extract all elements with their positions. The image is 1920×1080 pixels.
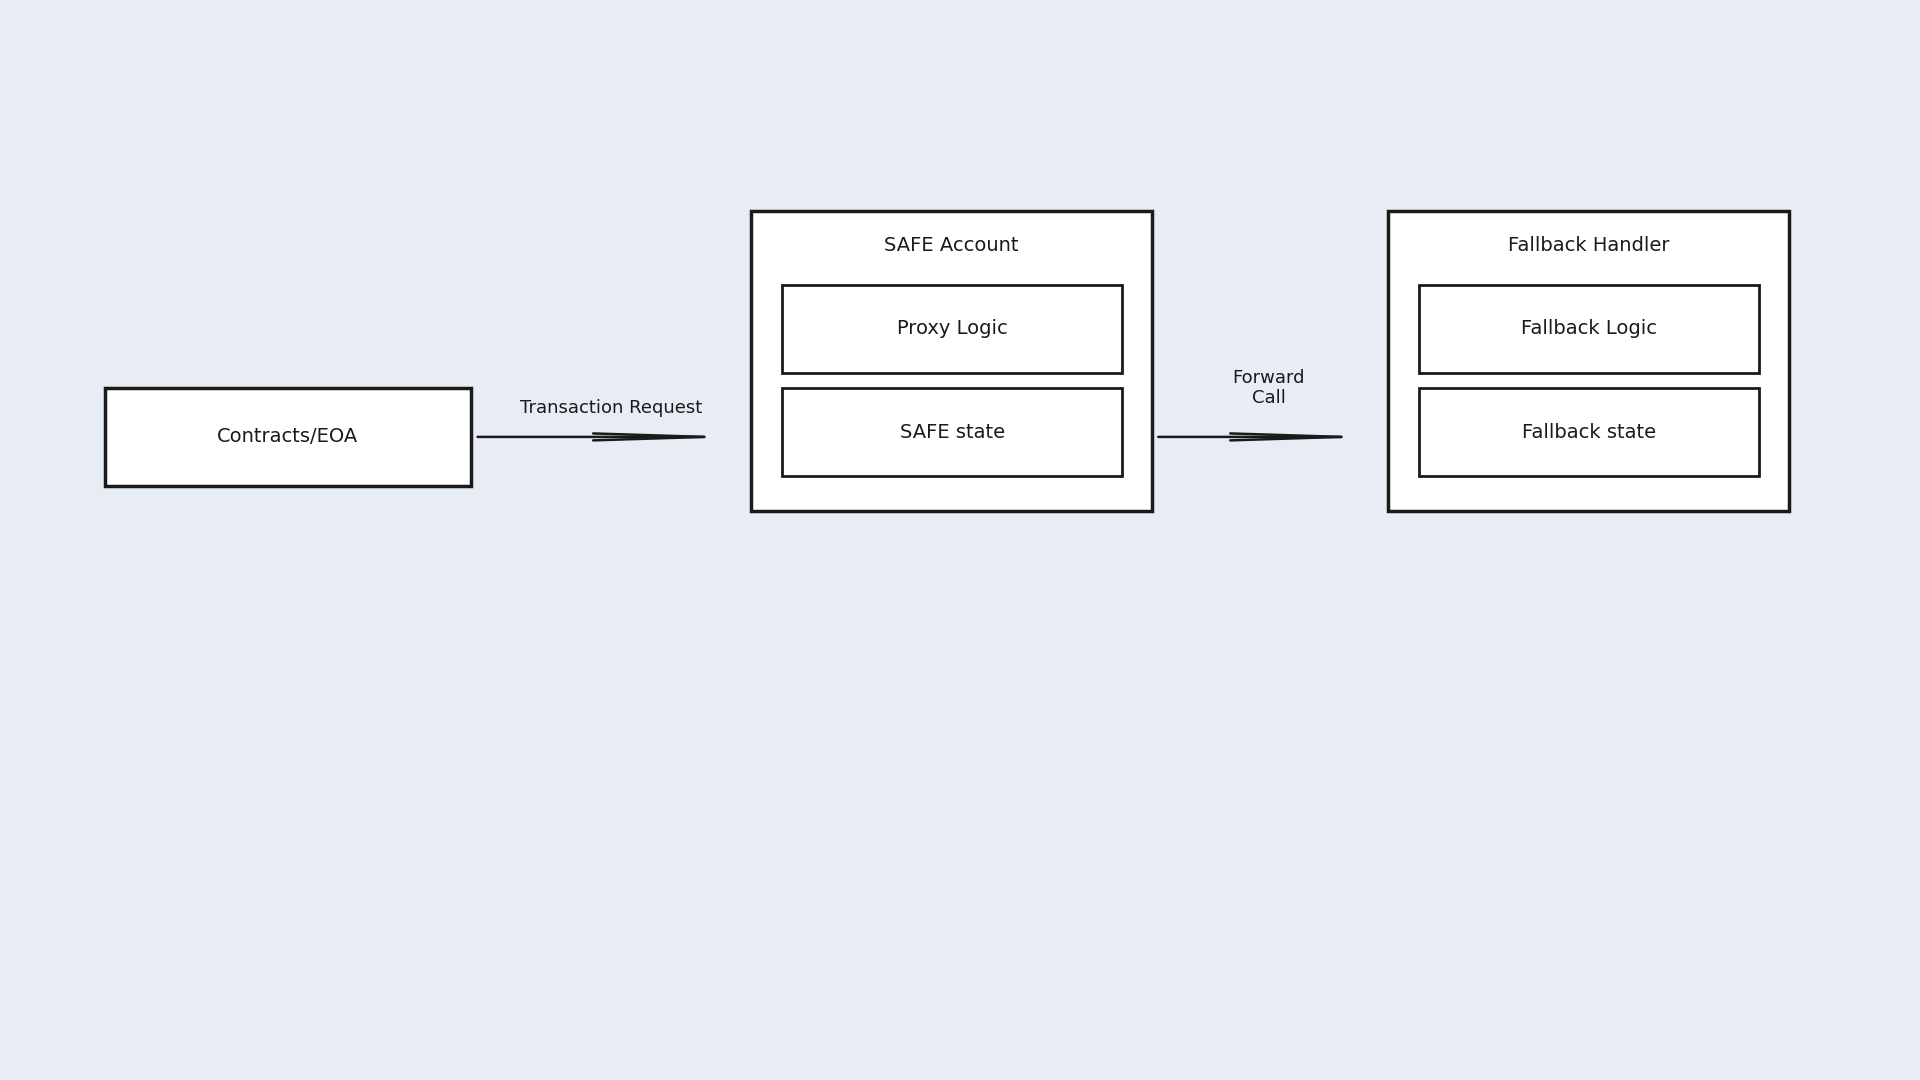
Text: Forward
Call: Forward Call	[1233, 368, 1306, 407]
Bar	[1388, 211, 1789, 511]
Text: Fallback state: Fallback state	[1523, 422, 1657, 442]
Bar	[1419, 388, 1759, 476]
Text: SAFE Account: SAFE Account	[883, 235, 1018, 255]
Text: Transaction Request: Transaction Request	[520, 400, 703, 417]
Bar	[781, 285, 1123, 373]
Text: Fallback Handler: Fallback Handler	[1507, 235, 1668, 255]
Text: SAFE state: SAFE state	[900, 422, 1004, 442]
Bar	[106, 388, 470, 486]
Text: Contracts/EOA: Contracts/EOA	[217, 428, 359, 446]
Bar	[1419, 285, 1759, 373]
Bar	[781, 388, 1123, 476]
Text: Fallback Logic: Fallback Logic	[1521, 320, 1657, 338]
Text: Proxy Logic: Proxy Logic	[897, 320, 1008, 338]
Bar	[751, 211, 1152, 511]
